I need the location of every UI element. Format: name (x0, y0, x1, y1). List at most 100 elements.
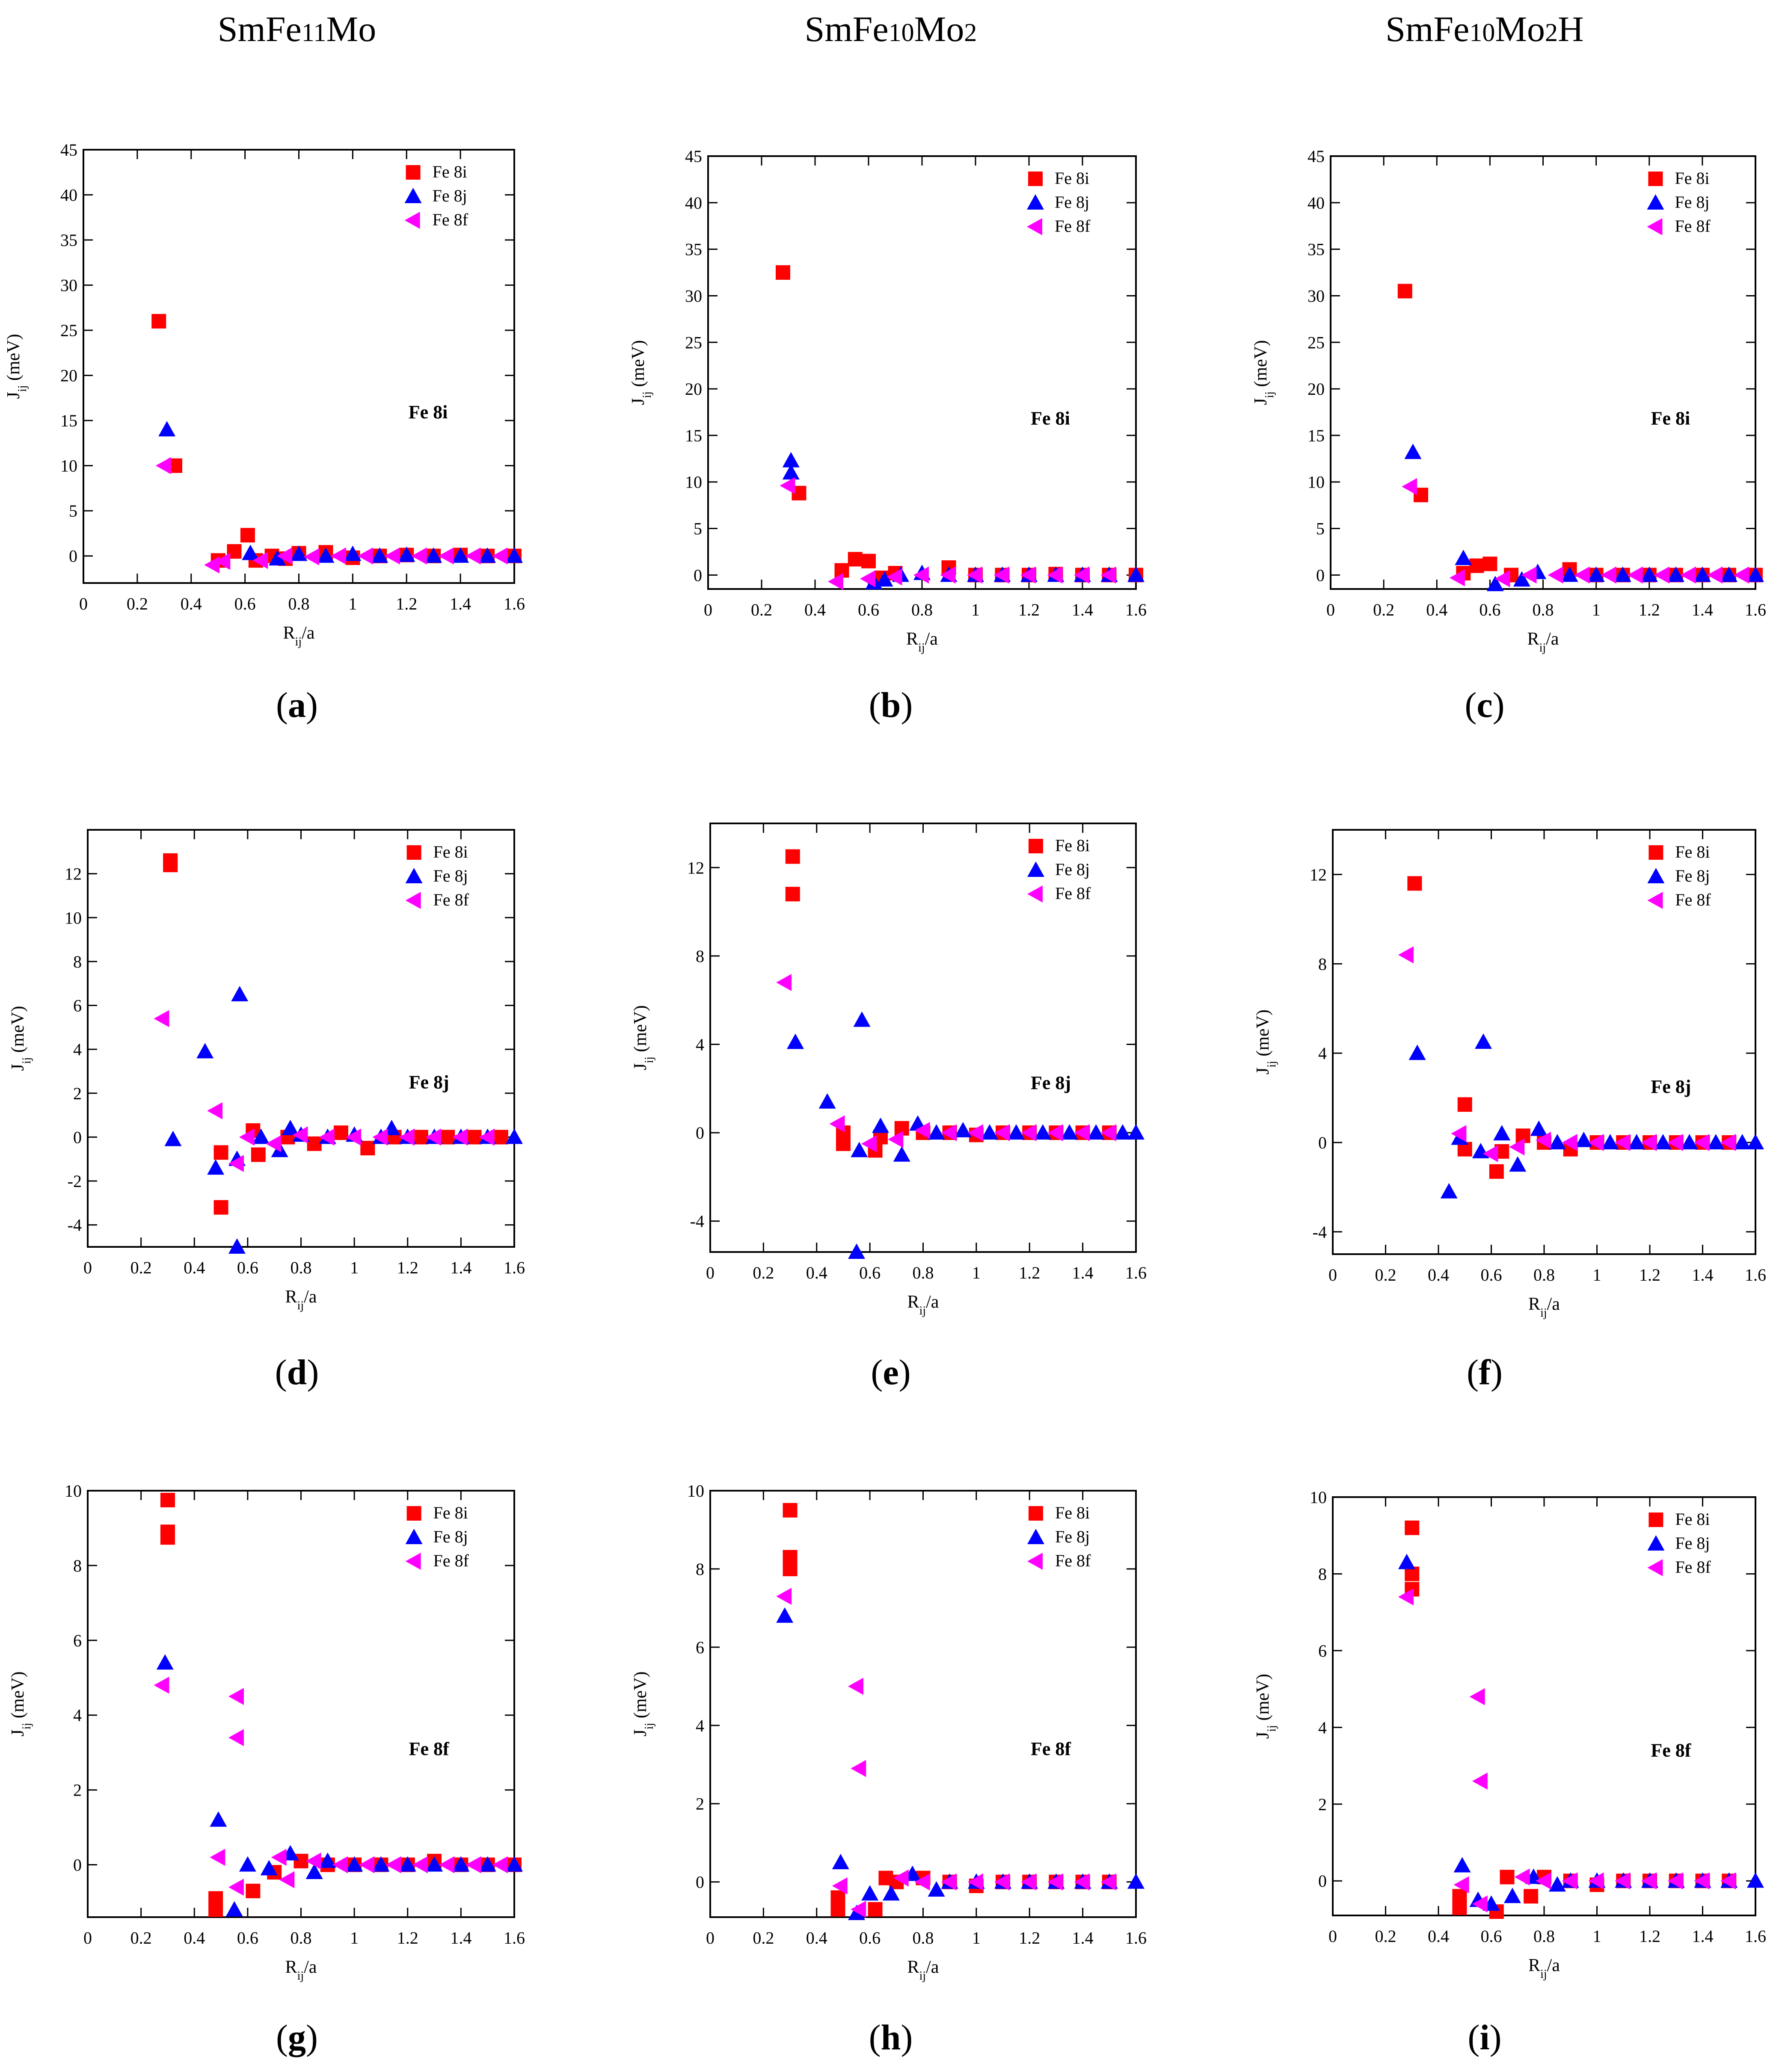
data-point (853, 1011, 871, 1027)
y-tick-label: 0 (73, 1856, 82, 1875)
data-point (1489, 1164, 1504, 1179)
data-point (928, 1124, 945, 1140)
data-point (360, 1141, 375, 1156)
legend-label: Fe 8f (1675, 216, 1711, 236)
x-tick-label: 0 (704, 600, 712, 619)
x-tick-label: 1.4 (1692, 1927, 1714, 1946)
data-point (479, 1128, 495, 1146)
y-tick-label: 25 (60, 321, 77, 340)
y-tick-label: 0 (1316, 565, 1325, 585)
data-point (1667, 1872, 1683, 1890)
legend-label: Fe 8i (433, 1503, 468, 1522)
data-point (1654, 1134, 1672, 1149)
legend-label: Fe 8j (1675, 192, 1709, 212)
x-axis-label: Rij/a (907, 1957, 939, 1983)
data-point (1021, 1873, 1037, 1891)
y-tick-label: 2 (1318, 1795, 1327, 1814)
column-title-smfe10mo2: SmFe10Mo2 (594, 9, 1188, 50)
panel-label-e: (e) (871, 1353, 911, 1392)
y-tick-label: 25 (1308, 333, 1325, 352)
data-point (204, 556, 220, 574)
y-axis-label: Jij (meV) (629, 340, 654, 405)
y-tick-label: 15 (1308, 426, 1325, 445)
y-tick-label: 30 (685, 286, 702, 305)
x-tick-label: 0 (1326, 600, 1335, 619)
x-tick-label: 1.4 (1072, 600, 1093, 619)
legend-marker (405, 1553, 421, 1570)
data-point (228, 1879, 244, 1896)
plot-frame (1330, 155, 1756, 590)
data-point (1047, 566, 1063, 584)
y-tick-label: 15 (60, 411, 77, 430)
series-fe-8f (154, 1010, 495, 1172)
data-point (154, 1010, 169, 1027)
panel-annotation: Fe 8j (409, 1072, 449, 1093)
legend-marker (405, 1529, 423, 1544)
x-tick-label: 0.6 (858, 600, 879, 619)
y-tick-label: 10 (1308, 473, 1325, 492)
tick-group: 0 0.2 0.4 0.6 0.8 1 1.2 1.4 1.6 0 2 4 6 8 10 (65, 1481, 525, 1948)
y-tick-label: 20 (60, 366, 77, 385)
data-point (479, 547, 496, 563)
panel-label-i: (i) (1468, 2018, 1502, 2057)
data-point (782, 464, 800, 480)
data-point (1503, 1888, 1521, 1903)
data-point (252, 1128, 270, 1144)
legend: Fe 8i Fe 8j Fe 8f (1027, 169, 1091, 236)
tick-group: 0 0.2 0.4 0.6 0.8 1 1.2 1.4 1.6 -4 -2 0 2 4 6 8 10 12 (65, 830, 525, 1277)
series-fe-8i (151, 314, 522, 568)
legend-marker (1647, 218, 1663, 235)
data-point (399, 1128, 415, 1146)
title-tail: H (1558, 9, 1584, 49)
series-fe-8f (154, 1676, 508, 1896)
legend-marker (1647, 868, 1665, 883)
data-point (981, 1124, 998, 1140)
data-point (1469, 558, 1484, 573)
data-point (1641, 1134, 1657, 1151)
data-point (333, 1125, 348, 1140)
y-tick-label: 10 (1310, 1488, 1327, 1507)
data-point (228, 1155, 244, 1172)
x-tick-label: 0.8 (911, 600, 933, 619)
x-tick-label: 1.4 (1692, 600, 1713, 619)
y-tick-label: 30 (1308, 286, 1325, 305)
y-tick-label: 4 (696, 1035, 704, 1054)
y-tick-label: 5 (69, 501, 77, 521)
y-tick-label: 0 (1318, 1133, 1327, 1152)
legend-label: Fe 8f (1675, 890, 1711, 909)
data-point (1601, 1134, 1619, 1149)
data-point (319, 1852, 336, 1868)
legend: Fe 8i Fe 8j Fe 8f (1027, 836, 1091, 903)
data-point (1008, 1124, 1025, 1140)
data-point (1524, 1889, 1539, 1904)
x-tick-label: 0.4 (806, 1263, 827, 1282)
data-point (1536, 1131, 1551, 1149)
data-point (1100, 1873, 1116, 1891)
x-tick-label: 0.4 (1428, 1265, 1449, 1285)
legend-label: Fe 8i (1675, 1510, 1710, 1529)
data-point (228, 1729, 244, 1746)
x-tick-label: 0.4 (181, 594, 202, 613)
data-point (225, 1901, 243, 1917)
x-tick-label: 1 (972, 1263, 981, 1282)
x-tick-label: 0.2 (753, 1928, 774, 1948)
data-point (1588, 1872, 1604, 1890)
data-point (210, 1811, 227, 1827)
legend-marker (1647, 1559, 1663, 1576)
x-tick-label: 0.6 (237, 1258, 258, 1277)
x-tick-label: 1.2 (1019, 1928, 1040, 1948)
x-tick-label: 1 (972, 1928, 981, 1948)
data-point (893, 1869, 909, 1887)
x-tick-label: 1.2 (397, 1258, 418, 1277)
x-tick-label: 0 (706, 1263, 715, 1282)
data-point (994, 1873, 1010, 1891)
data-point (492, 547, 508, 565)
x-tick-label: 0.6 (859, 1928, 881, 1948)
y-tick-label: 45 (60, 140, 77, 160)
title-base: SmFe (217, 9, 302, 49)
plot-frame (87, 829, 515, 1248)
data-point (1472, 1895, 1488, 1913)
data-point (776, 974, 792, 991)
plot-d: 0 0.2 0.4 0.6 0.8 1 1.2 1.4 1.6 -4 -2 0 2 4 6 8 10 12 Rij/… (8, 829, 525, 1312)
data-point (1615, 1134, 1631, 1151)
